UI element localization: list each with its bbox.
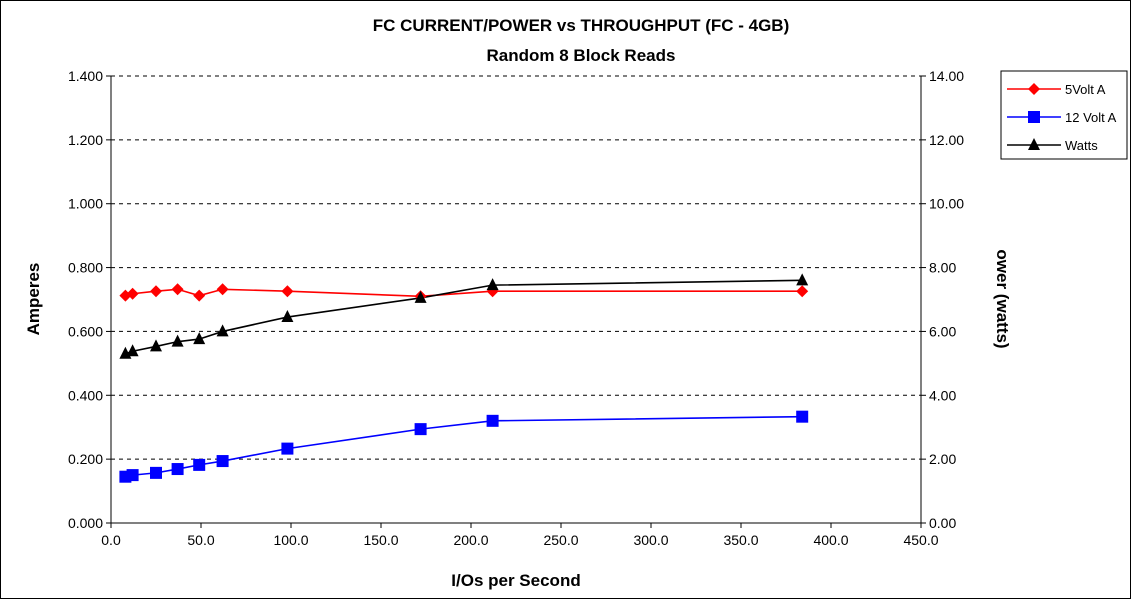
- legend-label-watts: Watts: [1065, 138, 1098, 153]
- data-point-watts: [171, 334, 184, 347]
- data-point-12-volt-a: [126, 469, 139, 482]
- x-tick-label: 250.0: [543, 532, 578, 548]
- chart-title: FC CURRENT/POWER vs THROUGHPUT (FC - 4GB…: [373, 16, 790, 35]
- y-tick-label-left: 0.000: [68, 515, 103, 531]
- x-tick-label: 350.0: [723, 532, 758, 548]
- legend-label-5volt-a: 5Volt A: [1065, 82, 1106, 97]
- y-tick-label-left: 1.400: [68, 68, 103, 84]
- data-point-12-volt-a: [486, 414, 499, 427]
- y-axis-title-left: Amperes: [24, 263, 43, 336]
- legend-marker-watts: [1028, 138, 1040, 150]
- data-point-watts: [150, 339, 162, 352]
- data-point-watts: [414, 290, 427, 303]
- legend-marker-12-volt-a: [1028, 111, 1040, 123]
- data-point-5volt-a: [126, 287, 139, 300]
- y-axis-title-right: ower (watts): [993, 249, 1012, 348]
- y-tick-label-left: 0.200: [68, 451, 103, 467]
- data-point-12-volt-a: [281, 442, 294, 455]
- gridlines: [111, 75, 921, 460]
- data-point-12-volt-a: [796, 410, 809, 423]
- data-point-12-volt-a: [414, 423, 427, 436]
- data-point-5volt-a: [193, 289, 206, 302]
- x-tick-label: 150.0: [363, 532, 398, 548]
- legend: 5Volt A 12 Volt A Watts: [1000, 70, 1128, 160]
- x-tick-label: 200.0: [453, 532, 488, 548]
- legend-label-12-volt-a: 12 Volt A: [1065, 110, 1117, 125]
- x-tick-label: 0.0: [101, 532, 121, 548]
- data-point-12-volt-a: [119, 470, 132, 483]
- series-line-12-volt-a: [125, 415, 803, 478]
- data-point-watts: [486, 278, 499, 291]
- y-tick-label-right: 14.00: [929, 68, 964, 84]
- y-tick-label-right: 10.00: [929, 196, 964, 212]
- y-tick-label-right: 0.00: [929, 515, 956, 531]
- x-tick-label: 50.0: [187, 532, 214, 548]
- x-tick-label: 450.0: [903, 532, 938, 548]
- chart-subtitle: Random 8 Block Reads: [487, 46, 676, 65]
- data-point-5volt-a: [150, 285, 162, 298]
- data-point-5volt-a: [216, 283, 229, 296]
- y-tick-label-right: 8.00: [929, 260, 956, 276]
- data-point-12-volt-a: [171, 463, 184, 476]
- series-markers: [119, 273, 809, 483]
- data-point-12-volt-a: [150, 466, 162, 479]
- series-line-5volt-a: [125, 288, 803, 298]
- y-tick-label-left: 0.600: [68, 323, 103, 339]
- data-point-12-volt-a: [216, 455, 229, 468]
- y-tick-label-left: 0.400: [68, 387, 103, 403]
- data-point-watts: [216, 324, 229, 337]
- y-tick-label-left: 0.800: [68, 260, 103, 276]
- data-point-watts: [193, 332, 206, 345]
- data-point-watts: [126, 344, 139, 357]
- y-tick-label-left: 1.000: [68, 196, 103, 212]
- x-tick-label: 100.0: [273, 532, 308, 548]
- y-tick-label-right: 4.00: [929, 387, 956, 403]
- y-tick-label-right: 12.00: [929, 132, 964, 148]
- y-tick-label-left: 1.200: [68, 132, 103, 148]
- axis-ticks: [106, 75, 926, 528]
- data-point-5volt-a: [796, 285, 809, 298]
- data-point-watts: [796, 273, 809, 286]
- series-lines: [125, 279, 803, 478]
- axis-tick-labels: 0.000 0.200 0.400 0.600 0.800 1.000 1.200 1.400…: [68, 68, 964, 548]
- y-tick-label-right: 2.00: [929, 451, 956, 467]
- x-axis-title: I/Os per Second: [451, 571, 580, 590]
- data-point-watts: [281, 310, 294, 323]
- data-point-12-volt-a: [193, 458, 206, 471]
- legend-box: [1000, 70, 1128, 160]
- data-point-5volt-a: [171, 283, 184, 296]
- legend-marker-5volt-a: [1028, 83, 1040, 95]
- y-tick-label-right: 6.00: [929, 323, 956, 339]
- data-point-5volt-a: [281, 285, 294, 298]
- x-tick-label: 400.0: [813, 532, 848, 548]
- series-line-watts: [125, 279, 803, 355]
- x-tick-label: 300.0: [633, 532, 668, 548]
